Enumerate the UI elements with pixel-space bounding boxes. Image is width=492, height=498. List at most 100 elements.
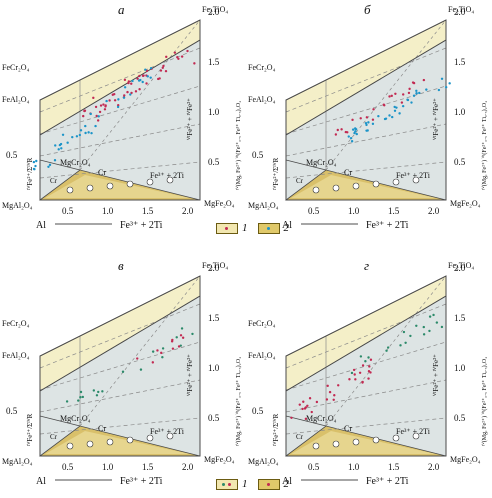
corner-label-top-right: Fe₂TiO₄ <box>448 261 474 270</box>
data-point <box>332 398 335 401</box>
data-point <box>145 69 149 73</box>
left-tick-label: 0.5 <box>6 150 18 160</box>
panel-3: в Fe₂TiO₄ FeCr₂O₄ FeAl₂O₄ MgAl₂O₄ MgFe₂O₄ MgCr… <box>2 258 242 487</box>
data-point <box>108 99 111 102</box>
data-point <box>400 101 404 104</box>
data-point <box>435 321 439 324</box>
bottom-axis-right: Fe³⁺ + 2Ti <box>120 220 163 231</box>
data-point <box>340 128 343 131</box>
data-point <box>353 373 356 376</box>
data-point <box>99 104 103 107</box>
bottom-tick-label: 1.0 <box>102 462 114 472</box>
base-marker <box>146 178 154 186</box>
data-point <box>60 147 63 150</box>
data-point <box>175 336 178 339</box>
inner-axis-label: ⱽᴵFe²⁺ + ᴵⱽFe²⁺ <box>186 354 194 396</box>
data-point <box>84 131 87 135</box>
right-tick-label: 2.0 <box>454 7 466 17</box>
legend-label-2: 2 <box>283 222 290 234</box>
prism-outline <box>285 19 447 201</box>
panel-1: а Fe₂TiO₄ FeCr₂O₄ FeAl₂O₄ MgAl₂O₄ MgFe₂O₄ MgCr… <box>2 2 242 231</box>
data-point <box>160 351 163 355</box>
data-point <box>303 407 307 410</box>
data-point <box>35 159 38 163</box>
data-point <box>191 332 194 336</box>
grid-dash <box>285 303 447 369</box>
grid-dash <box>39 303 201 369</box>
grid-dash <box>79 275 201 427</box>
panel-letter: а <box>118 2 125 17</box>
data-point <box>440 77 444 80</box>
inner-label-cr-small: Cr <box>296 177 304 185</box>
bottom-tick-label: 2.0 <box>428 462 440 472</box>
grid-dash <box>39 123 201 157</box>
bottom-tick-label: 1.5 <box>388 206 400 216</box>
inner-label-cr: Cr <box>344 168 352 177</box>
bottom-tick-label: 1.0 <box>348 206 360 216</box>
data-point <box>290 416 293 419</box>
data-point <box>83 109 87 112</box>
data-point <box>422 333 426 336</box>
data-point <box>437 88 441 92</box>
data-point <box>161 347 165 350</box>
data-point <box>402 93 405 96</box>
right-tick-label: 1.0 <box>454 363 466 373</box>
prism-edge <box>39 295 201 392</box>
right-tick-label: 1.0 <box>208 107 220 117</box>
data-point <box>34 164 37 168</box>
data-point <box>333 394 336 397</box>
base-marker <box>392 178 400 186</box>
data-point <box>159 69 163 72</box>
base-marker <box>332 184 340 192</box>
base-light-band <box>45 431 190 454</box>
data-point <box>315 400 319 404</box>
grid-dash <box>39 417 201 435</box>
data-point <box>361 364 365 367</box>
corner-label-top-right: Fe₂TiO₄ <box>448 5 474 14</box>
inner-label-cr-small: Cr <box>50 433 58 441</box>
bottom-tick-label: 1.5 <box>142 206 154 216</box>
data-point <box>412 81 416 85</box>
corner-label-left-mid: FeCr₂O₄ <box>2 319 30 328</box>
grid-dash <box>285 47 447 113</box>
data-point <box>105 99 108 103</box>
base-light-band <box>291 175 436 198</box>
data-point <box>359 355 363 358</box>
inner-label-fe-ti: Fe³⁺ + 2Ti <box>396 427 431 436</box>
data-point <box>71 135 74 139</box>
data-point <box>350 371 354 375</box>
prism-outline <box>39 19 201 201</box>
grid-dash <box>285 123 447 157</box>
right-tick-label: 1.5 <box>208 313 220 323</box>
data-point <box>151 350 155 353</box>
data-point <box>390 94 393 98</box>
corner-label-bottom-left: MgAl₂O₄ <box>248 457 279 466</box>
data-point <box>336 128 339 132</box>
data-point <box>361 380 364 384</box>
data-point <box>116 104 120 107</box>
left-axis-label: ᴵⱽFe²⁺/ΣᴵⱽR <box>272 413 280 446</box>
data-point <box>301 407 304 411</box>
data-point <box>65 400 69 403</box>
corner-label-left-mid: FeCr₂O₄ <box>248 63 276 72</box>
base-marker <box>86 440 94 448</box>
data-point <box>136 77 139 80</box>
grid-dash <box>79 19 201 171</box>
data-point <box>171 347 175 350</box>
data-point <box>369 358 373 361</box>
base-marker <box>412 176 420 184</box>
base-marker <box>106 438 114 446</box>
data-point <box>394 92 397 95</box>
base-marker <box>86 184 94 192</box>
bottom-tick-label: 0.5 <box>308 206 320 216</box>
data-point <box>94 124 97 128</box>
bottom-tick-label: 2.0 <box>182 206 194 216</box>
corner-label-bottom-right: MgFe₂O₄ <box>450 199 481 208</box>
bottom-tick-label: 1.5 <box>142 462 154 472</box>
data-point <box>75 135 79 138</box>
data-point <box>66 141 69 144</box>
data-point <box>404 341 407 345</box>
data-point <box>78 133 82 137</box>
data-point <box>364 360 367 363</box>
corner-label-top-right: Fe₂TiO₄ <box>202 5 228 14</box>
